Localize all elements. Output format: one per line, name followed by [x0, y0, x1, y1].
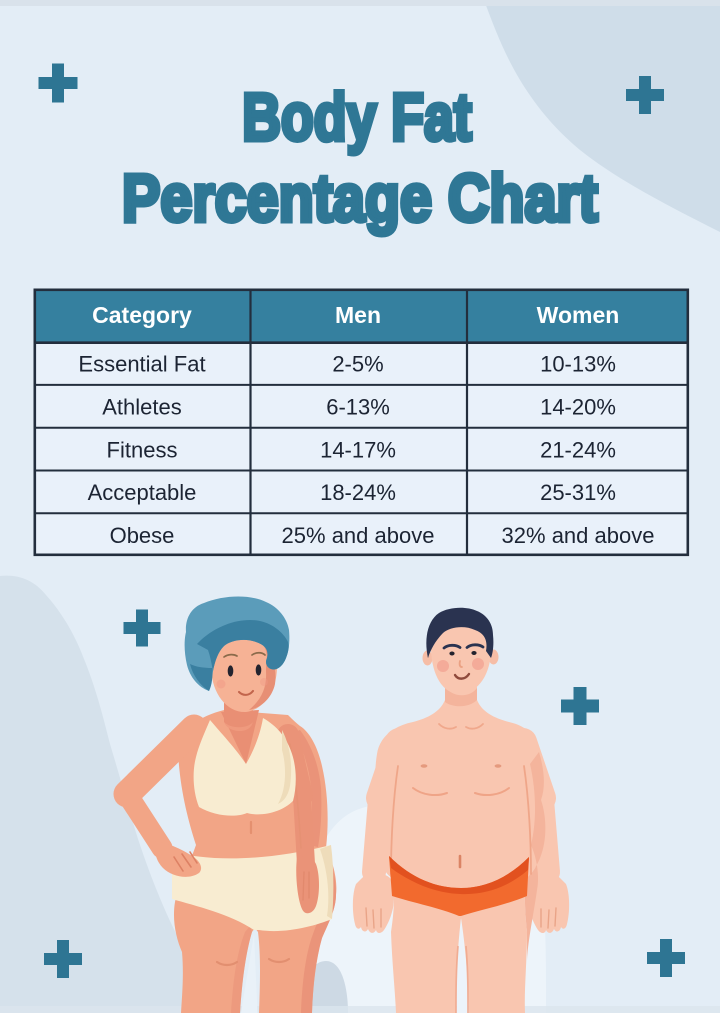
svg-text:6-13%: 6-13% [326, 395, 390, 420]
svg-text:2-5%: 2-5% [332, 352, 383, 377]
svg-text:14-20%: 14-20% [540, 395, 616, 420]
svg-text:14-17%: 14-17% [320, 437, 396, 462]
svg-text:18-24%: 18-24% [320, 480, 396, 505]
svg-text:25-31%: 25-31% [540, 480, 616, 505]
svg-text:Essential Fat: Essential Fat [78, 352, 205, 377]
svg-text:Category: Category [92, 302, 192, 328]
svg-text:Men: Men [335, 302, 381, 328]
svg-text:Body Fat: Body Fat [242, 79, 472, 154]
svg-text:25% and above: 25% and above [282, 523, 435, 548]
svg-text:21-24%: 21-24% [540, 437, 616, 462]
svg-text:Percentage Chart: Percentage Chart [122, 161, 598, 236]
svg-text:Acceptable: Acceptable [88, 480, 197, 505]
svg-text:Women: Women [537, 302, 620, 328]
svg-text:Obese: Obese [110, 523, 175, 548]
svg-text:10-13%: 10-13% [540, 352, 616, 377]
svg-text:32% and above: 32% and above [502, 523, 655, 548]
svg-text:Athletes: Athletes [102, 395, 182, 420]
svg-text:Fitness: Fitness [107, 437, 178, 462]
